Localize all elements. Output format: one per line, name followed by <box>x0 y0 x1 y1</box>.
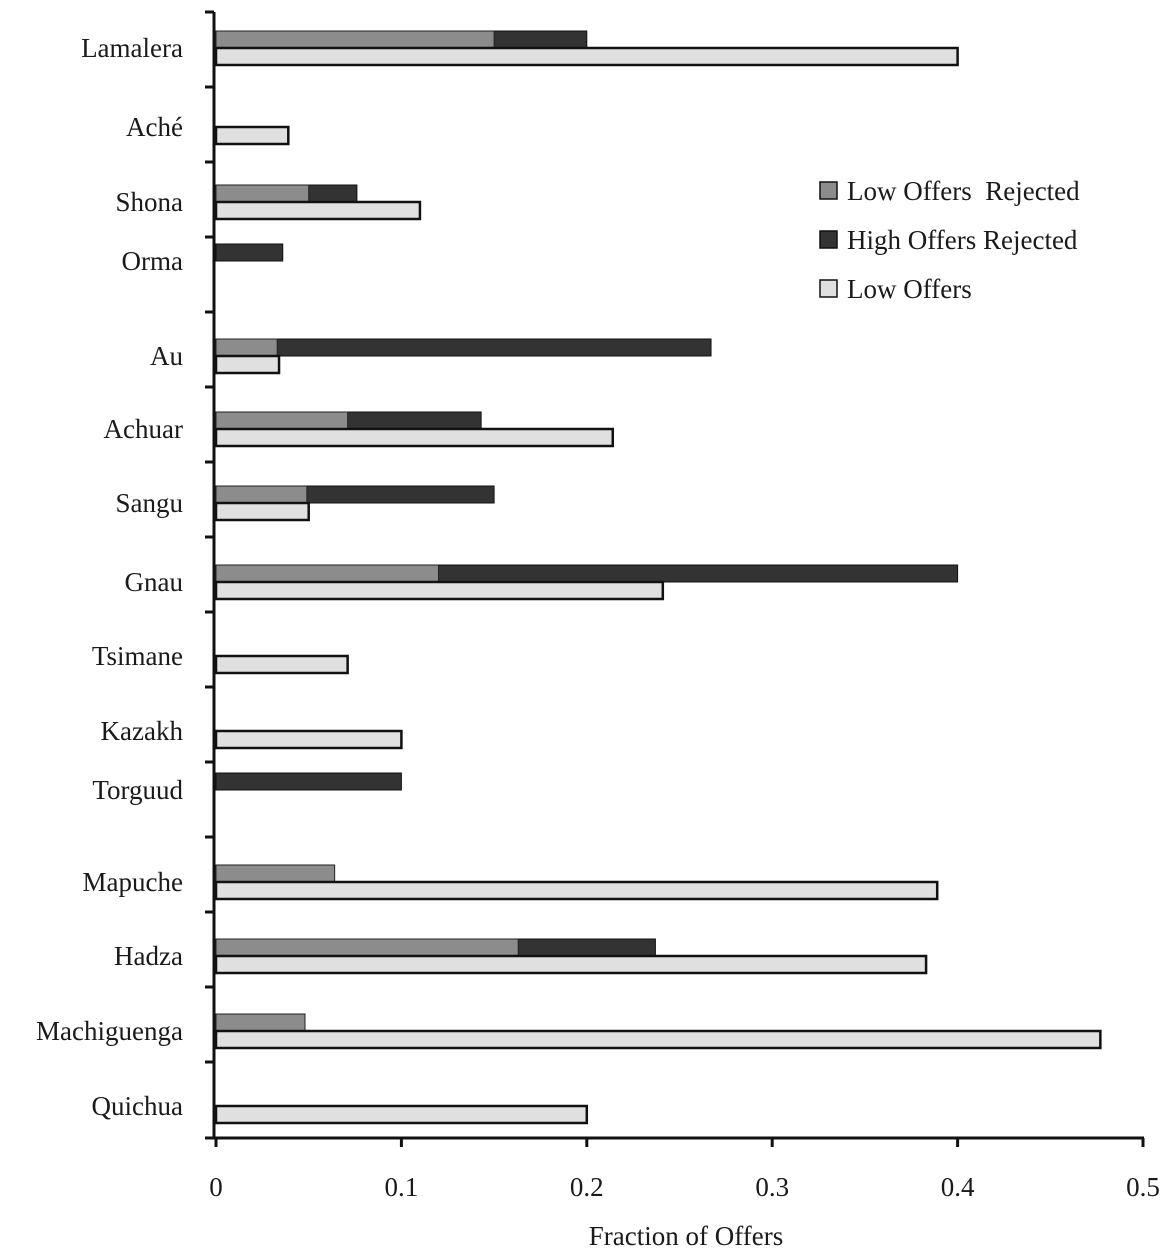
legend-swatch <box>819 230 838 249</box>
legend-swatch <box>819 279 838 298</box>
bar-low-offers <box>214 427 615 448</box>
bar-low-offers <box>214 654 349 675</box>
category-label: Torguud <box>92 775 183 805</box>
legend-label: Low Offers Rejected <box>847 176 1080 206</box>
bar-low-offers-rejected <box>215 485 308 504</box>
bar-low-offers-rejected <box>215 1013 306 1032</box>
category-label: Sangu <box>116 488 184 518</box>
legend-label: High Offers Rejected <box>847 225 1078 255</box>
bar-low-offers <box>214 580 665 601</box>
bar-high-offers-rejected <box>215 243 284 262</box>
bar-low-offers <box>214 125 290 146</box>
category-label: Aché <box>126 112 183 142</box>
x-tick-labels: 0 0.1 0.2 0.3 0.4 0.5 <box>209 1172 1160 1202</box>
x-tick-label: 0.4 <box>941 1172 975 1202</box>
category-label: Hadza <box>114 941 183 971</box>
bar-low-offers-rejected <box>215 184 310 203</box>
category-label: Lamalera <box>81 33 183 63</box>
x-tick-label: 0.3 <box>755 1172 789 1202</box>
x-tick-label: 0.2 <box>570 1172 604 1202</box>
bar-low-offers <box>214 46 959 67</box>
bar-low-offers <box>214 354 281 375</box>
bar-low-offers <box>214 729 403 750</box>
category-label: Gnau <box>125 567 184 597</box>
bar-low-offers-rejected <box>215 30 495 49</box>
bar-low-offers-rejected <box>215 938 519 957</box>
axes-layer <box>205 10 1145 1147</box>
bar-low-offers-rejected <box>215 864 336 883</box>
bar-high-offers-rejected <box>215 772 402 791</box>
category-label: Quichua <box>92 1091 183 1121</box>
bar-low-offers-rejected <box>215 564 439 583</box>
category-label: Achuar <box>104 414 183 444</box>
bar-low-offers <box>214 880 939 901</box>
category-label: Shona <box>116 187 184 217</box>
bar-low-offers <box>214 200 422 221</box>
x-tick-label: 0.5 <box>1126 1172 1160 1202</box>
legend-swatch <box>819 181 838 200</box>
legend-label: Low Offers <box>847 274 972 304</box>
legend: Low Offers Rejected High Offers Rejected L… <box>819 176 1080 304</box>
category-label: Tsimane <box>92 641 183 671</box>
x-tick-label: 0 <box>209 1172 223 1202</box>
category-label: Au <box>150 341 183 371</box>
bar-low-offers-rejected <box>215 411 349 430</box>
category-labels: Lamalera Aché Shona Orma Au Achuar Sangu Gnau Ts… <box>36 33 183 1121</box>
category-label: Kazakh <box>101 716 184 746</box>
bar-low-offers <box>214 1029 1102 1050</box>
bar-low-offers-rejected <box>215 338 278 357</box>
bars-layer <box>214 30 1102 1125</box>
bar-low-offers <box>214 501 310 522</box>
bar-low-offers <box>214 1104 589 1125</box>
category-label: Machiguenga <box>36 1016 183 1046</box>
x-tick-label: 0.1 <box>385 1172 419 1202</box>
bar-low-offers <box>214 954 928 975</box>
category-label: Orma <box>122 246 183 276</box>
x-axis-title: Fraction of Offers <box>589 1221 783 1251</box>
bar-high-offers-rejected <box>215 338 712 357</box>
category-label: Mapuche <box>83 867 183 897</box>
